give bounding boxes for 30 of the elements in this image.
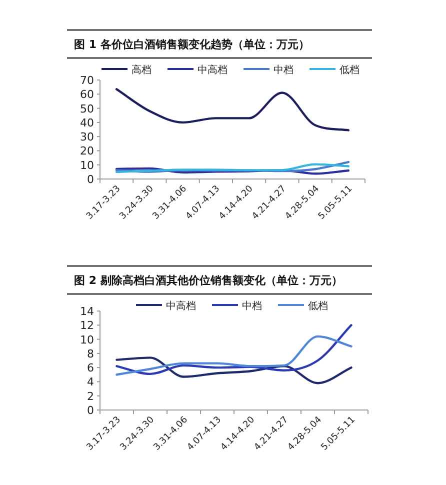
- legend-label: 低档: [308, 300, 328, 312]
- y-tick-label: 70: [80, 74, 94, 87]
- line-series: [115, 163, 350, 174]
- y-tick-label: 60: [80, 88, 94, 102]
- y-tick-label: 0: [87, 173, 94, 186]
- y-tick-label: 10: [80, 158, 94, 172]
- line-series: [116, 356, 352, 384]
- y-tick-label: 0: [87, 404, 94, 417]
- legend-label: 中高档: [198, 64, 228, 76]
- chart-title: 图 2 剔除高档白酒其他价位销售额变化（单位：万元）: [74, 274, 342, 287]
- y-tick-label: 2: [87, 390, 94, 403]
- y-tick-label: 4: [87, 376, 94, 389]
- legend-label: 中高档: [166, 300, 196, 312]
- y-tick-label: 14: [80, 305, 94, 318]
- y-tick-label: 20: [80, 144, 94, 158]
- y-tick-label: 30: [80, 130, 94, 144]
- legend-label: 中档: [242, 300, 262, 312]
- y-tick-label: 10: [80, 333, 94, 346]
- y-tick-label: 6: [87, 362, 94, 375]
- line-series: [116, 324, 352, 376]
- line-series: [116, 335, 352, 376]
- y-tick-label: 12: [80, 319, 94, 332]
- legend-label: 低档: [340, 64, 360, 76]
- legend-label: 高档: [132, 64, 152, 76]
- legend-label: 中档: [274, 64, 294, 76]
- chart-title: 图 1 各价位白酒销售额变化趋势（单位：万元）: [74, 38, 310, 51]
- line-series: [115, 88, 350, 132]
- y-tick-label: 50: [80, 102, 94, 116]
- y-tick-label: 8: [87, 347, 94, 360]
- y-tick-label: 40: [80, 116, 94, 130]
